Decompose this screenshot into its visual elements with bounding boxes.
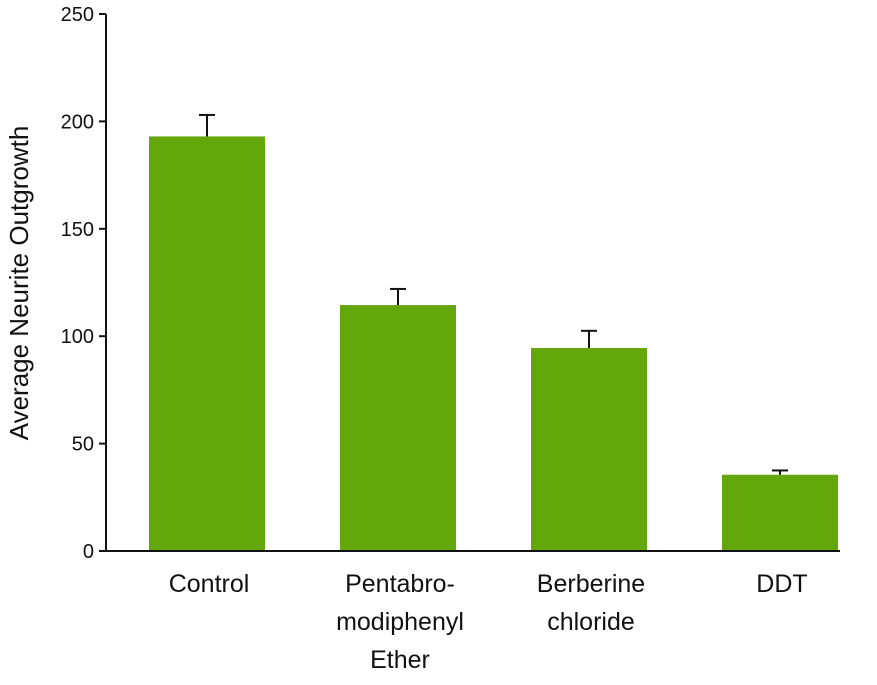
y-tick-label: 100: [61, 326, 94, 348]
y-axis: 0 50 100 150 200 250: [61, 4, 107, 563]
y-axis-label: Average Neurite Outgrowth: [4, 126, 34, 441]
x-tick-label: Control: [169, 570, 250, 598]
y-tick-label: 50: [72, 434, 94, 456]
x-tick-label: Ether: [370, 646, 430, 674]
x-tick-label: Pentabro-: [345, 570, 455, 598]
x-tick-label: DDT: [756, 570, 807, 598]
y-tick-label: 200: [61, 111, 94, 133]
bar-2: [340, 305, 456, 551]
x-tick-label: Berberine: [537, 570, 645, 598]
y-tick-label: 150: [61, 219, 94, 241]
bar-1: [149, 136, 265, 551]
x-tick-label: modiphenyl: [336, 608, 464, 636]
y-tick-label: 250: [61, 4, 94, 26]
y-tick-label: 0: [83, 541, 94, 563]
x-axis: Control Pentabro-modiphenyl Ether Berberine…: [106, 550, 840, 674]
bar-3: [531, 348, 647, 551]
x-tick-label: chloride: [547, 608, 635, 636]
bars: [149, 113, 838, 551]
bar-4: [722, 474, 838, 551]
